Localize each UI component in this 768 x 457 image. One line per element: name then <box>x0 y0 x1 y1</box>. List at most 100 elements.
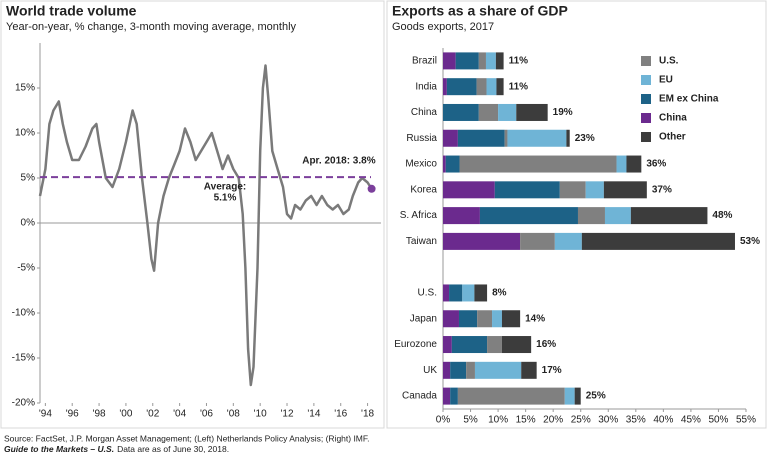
category-label: U.S. <box>418 288 437 299</box>
x-tick-label: 5% <box>463 415 478 426</box>
bar-segment <box>566 129 570 147</box>
x-tick-label: '02 <box>146 409 159 420</box>
x-tick-label: 30% <box>598 415 618 426</box>
bar-segment <box>626 155 642 173</box>
right-subtitle: Goods exports, 2017 <box>392 21 494 33</box>
bar-segment <box>486 78 497 96</box>
bar-segment <box>574 387 581 405</box>
x-tick-label: '00 <box>119 409 132 420</box>
bar-segment <box>443 129 458 147</box>
bar-segment <box>559 181 586 199</box>
x-tick-label: '12 <box>281 409 294 420</box>
category-label: UK <box>423 365 437 376</box>
total-label: 25% <box>586 391 606 402</box>
y-tick-label: -10% <box>12 308 35 319</box>
bar-segment <box>443 52 456 70</box>
bar-segment <box>477 310 493 328</box>
y-tick-label: 10% <box>15 128 35 139</box>
bar-segment <box>520 232 555 250</box>
bar-segment <box>479 207 578 225</box>
bar-segment <box>476 78 487 96</box>
bar-segment <box>581 232 735 250</box>
total-label: 36% <box>646 159 666 170</box>
trade-line <box>38 64 373 387</box>
bar-segment <box>458 310 478 328</box>
total-label: 23% <box>575 133 595 144</box>
bar-segment <box>443 232 521 250</box>
bar-segment <box>478 103 499 121</box>
bar-segment <box>487 336 502 354</box>
bar-segment <box>457 387 565 405</box>
bar-segment <box>616 155 627 173</box>
bar-segment <box>457 129 505 147</box>
bar-segment <box>604 207 631 225</box>
average-value: 5.1% <box>214 193 237 204</box>
legend-label: EU <box>659 75 673 86</box>
x-tick-label: 15% <box>516 415 536 426</box>
date-note: Guide to the Markets – U.S. Data are as o… <box>4 444 229 454</box>
left-subtitle: Year-on-year, % change, 3-month moving a… <box>6 21 297 33</box>
category-label: Eurozone <box>394 339 437 350</box>
total-label: 11% <box>509 81 529 92</box>
bar-segment <box>449 284 463 302</box>
bar-segment <box>443 181 495 199</box>
bar-segment <box>474 284 488 302</box>
bar-segment <box>516 103 548 121</box>
bar-segment <box>462 284 475 302</box>
bar-segment <box>585 181 604 199</box>
legend-swatch <box>641 132 651 142</box>
total-label: 14% <box>525 313 545 324</box>
x-tick-label: '04 <box>173 409 186 420</box>
x-tick-label: 0% <box>436 415 451 426</box>
bar-segment <box>450 387 458 405</box>
total-label: 17% <box>542 365 562 376</box>
x-tick-label: '16 <box>334 409 347 420</box>
bar-segment <box>474 361 522 379</box>
bar-segment <box>443 103 479 121</box>
bar-segment <box>577 207 605 225</box>
bar-segment <box>443 284 450 302</box>
legend-label: China <box>659 113 687 124</box>
bar-segment <box>498 103 517 121</box>
average-label: Average: <box>204 182 246 193</box>
bar-segment <box>451 336 488 354</box>
bar-segment <box>445 155 460 173</box>
left-title: World trade volume <box>6 3 137 19</box>
bar-segment <box>501 310 521 328</box>
as-of-note: Data are as of June 30, 2018. <box>117 444 229 454</box>
source-note: Source: FactSet, J.P. Morgan Asset Manag… <box>4 433 370 443</box>
bar-segment <box>630 207 708 225</box>
bar-segment <box>603 181 647 199</box>
y-tick-label: -5% <box>17 263 35 274</box>
bar-segment <box>446 78 477 96</box>
x-tick-label: 35% <box>626 415 646 426</box>
y-tick-label: 0% <box>21 218 36 229</box>
legend-swatch <box>641 94 651 104</box>
x-tick-label: 20% <box>543 415 563 426</box>
x-tick-label: '94 <box>39 409 52 420</box>
category-label: India <box>415 81 437 92</box>
legend-label: U.S. <box>659 56 679 67</box>
end-label: Apr. 2018: 3.8% <box>302 156 375 167</box>
category-label: Canada <box>402 391 437 402</box>
category-label: Mexico <box>405 159 437 170</box>
y-tick-label: -20% <box>12 398 35 409</box>
x-tick-label: '06 <box>200 409 213 420</box>
total-label: 11% <box>509 56 529 67</box>
x-tick-label: 50% <box>708 415 728 426</box>
bar-segment <box>443 387 451 405</box>
y-tick-label: 15% <box>15 83 35 94</box>
guide-title: Guide to the Markets – U.S. <box>4 444 114 454</box>
category-label: China <box>411 107 438 118</box>
y-tick-label: -15% <box>12 353 35 364</box>
x-tick-label: '08 <box>227 409 240 420</box>
bar-segment <box>443 155 446 173</box>
total-label: 19% <box>553 107 573 118</box>
x-tick-label: 25% <box>571 415 591 426</box>
legend-label: EM ex China <box>659 94 719 105</box>
bar-segment <box>504 129 508 147</box>
bar-segment <box>495 52 504 70</box>
end-point <box>367 184 376 193</box>
bar-segment <box>485 52 496 70</box>
